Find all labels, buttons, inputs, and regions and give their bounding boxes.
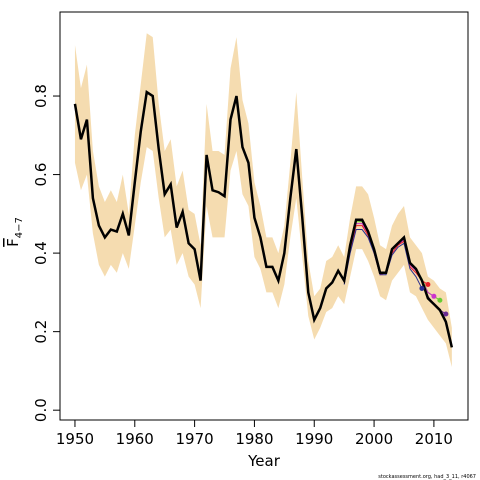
y-axis-label: F4−7 [4,217,25,247]
x-tick-label: 2000 [355,430,393,448]
y-label-main: F [4,238,22,247]
y-tick-label: 0.0 [32,398,50,422]
plot-area [73,33,454,367]
x-tick-label: 2010 [415,430,453,448]
y-tick-label: 0.8 [32,84,50,108]
x-axis-label: Year [247,452,281,470]
y-tick-label: 0.2 [32,320,50,344]
retro-end-point [431,293,437,299]
retro-line [343,229,423,289]
x-tick-label: 1950 [56,430,94,448]
retro-end-point [425,282,431,288]
series-line [73,89,454,348]
x-tick-label: 1980 [235,430,273,448]
confidence-band [74,33,452,367]
x-tick-label: 1990 [295,430,333,448]
retro-end-point [419,285,425,291]
retro-end-point [443,311,449,317]
x-tick-label: 1960 [116,430,154,448]
x-tick-label: 1970 [176,430,214,448]
y-label-sub: 4−7 [14,217,25,238]
retro-end-point [437,297,443,303]
y-tick-label: 0.6 [32,163,50,187]
y-tick-label: 0.4 [32,241,50,265]
footer: stockassessment.org, had_3_11, r4067 [378,474,476,480]
